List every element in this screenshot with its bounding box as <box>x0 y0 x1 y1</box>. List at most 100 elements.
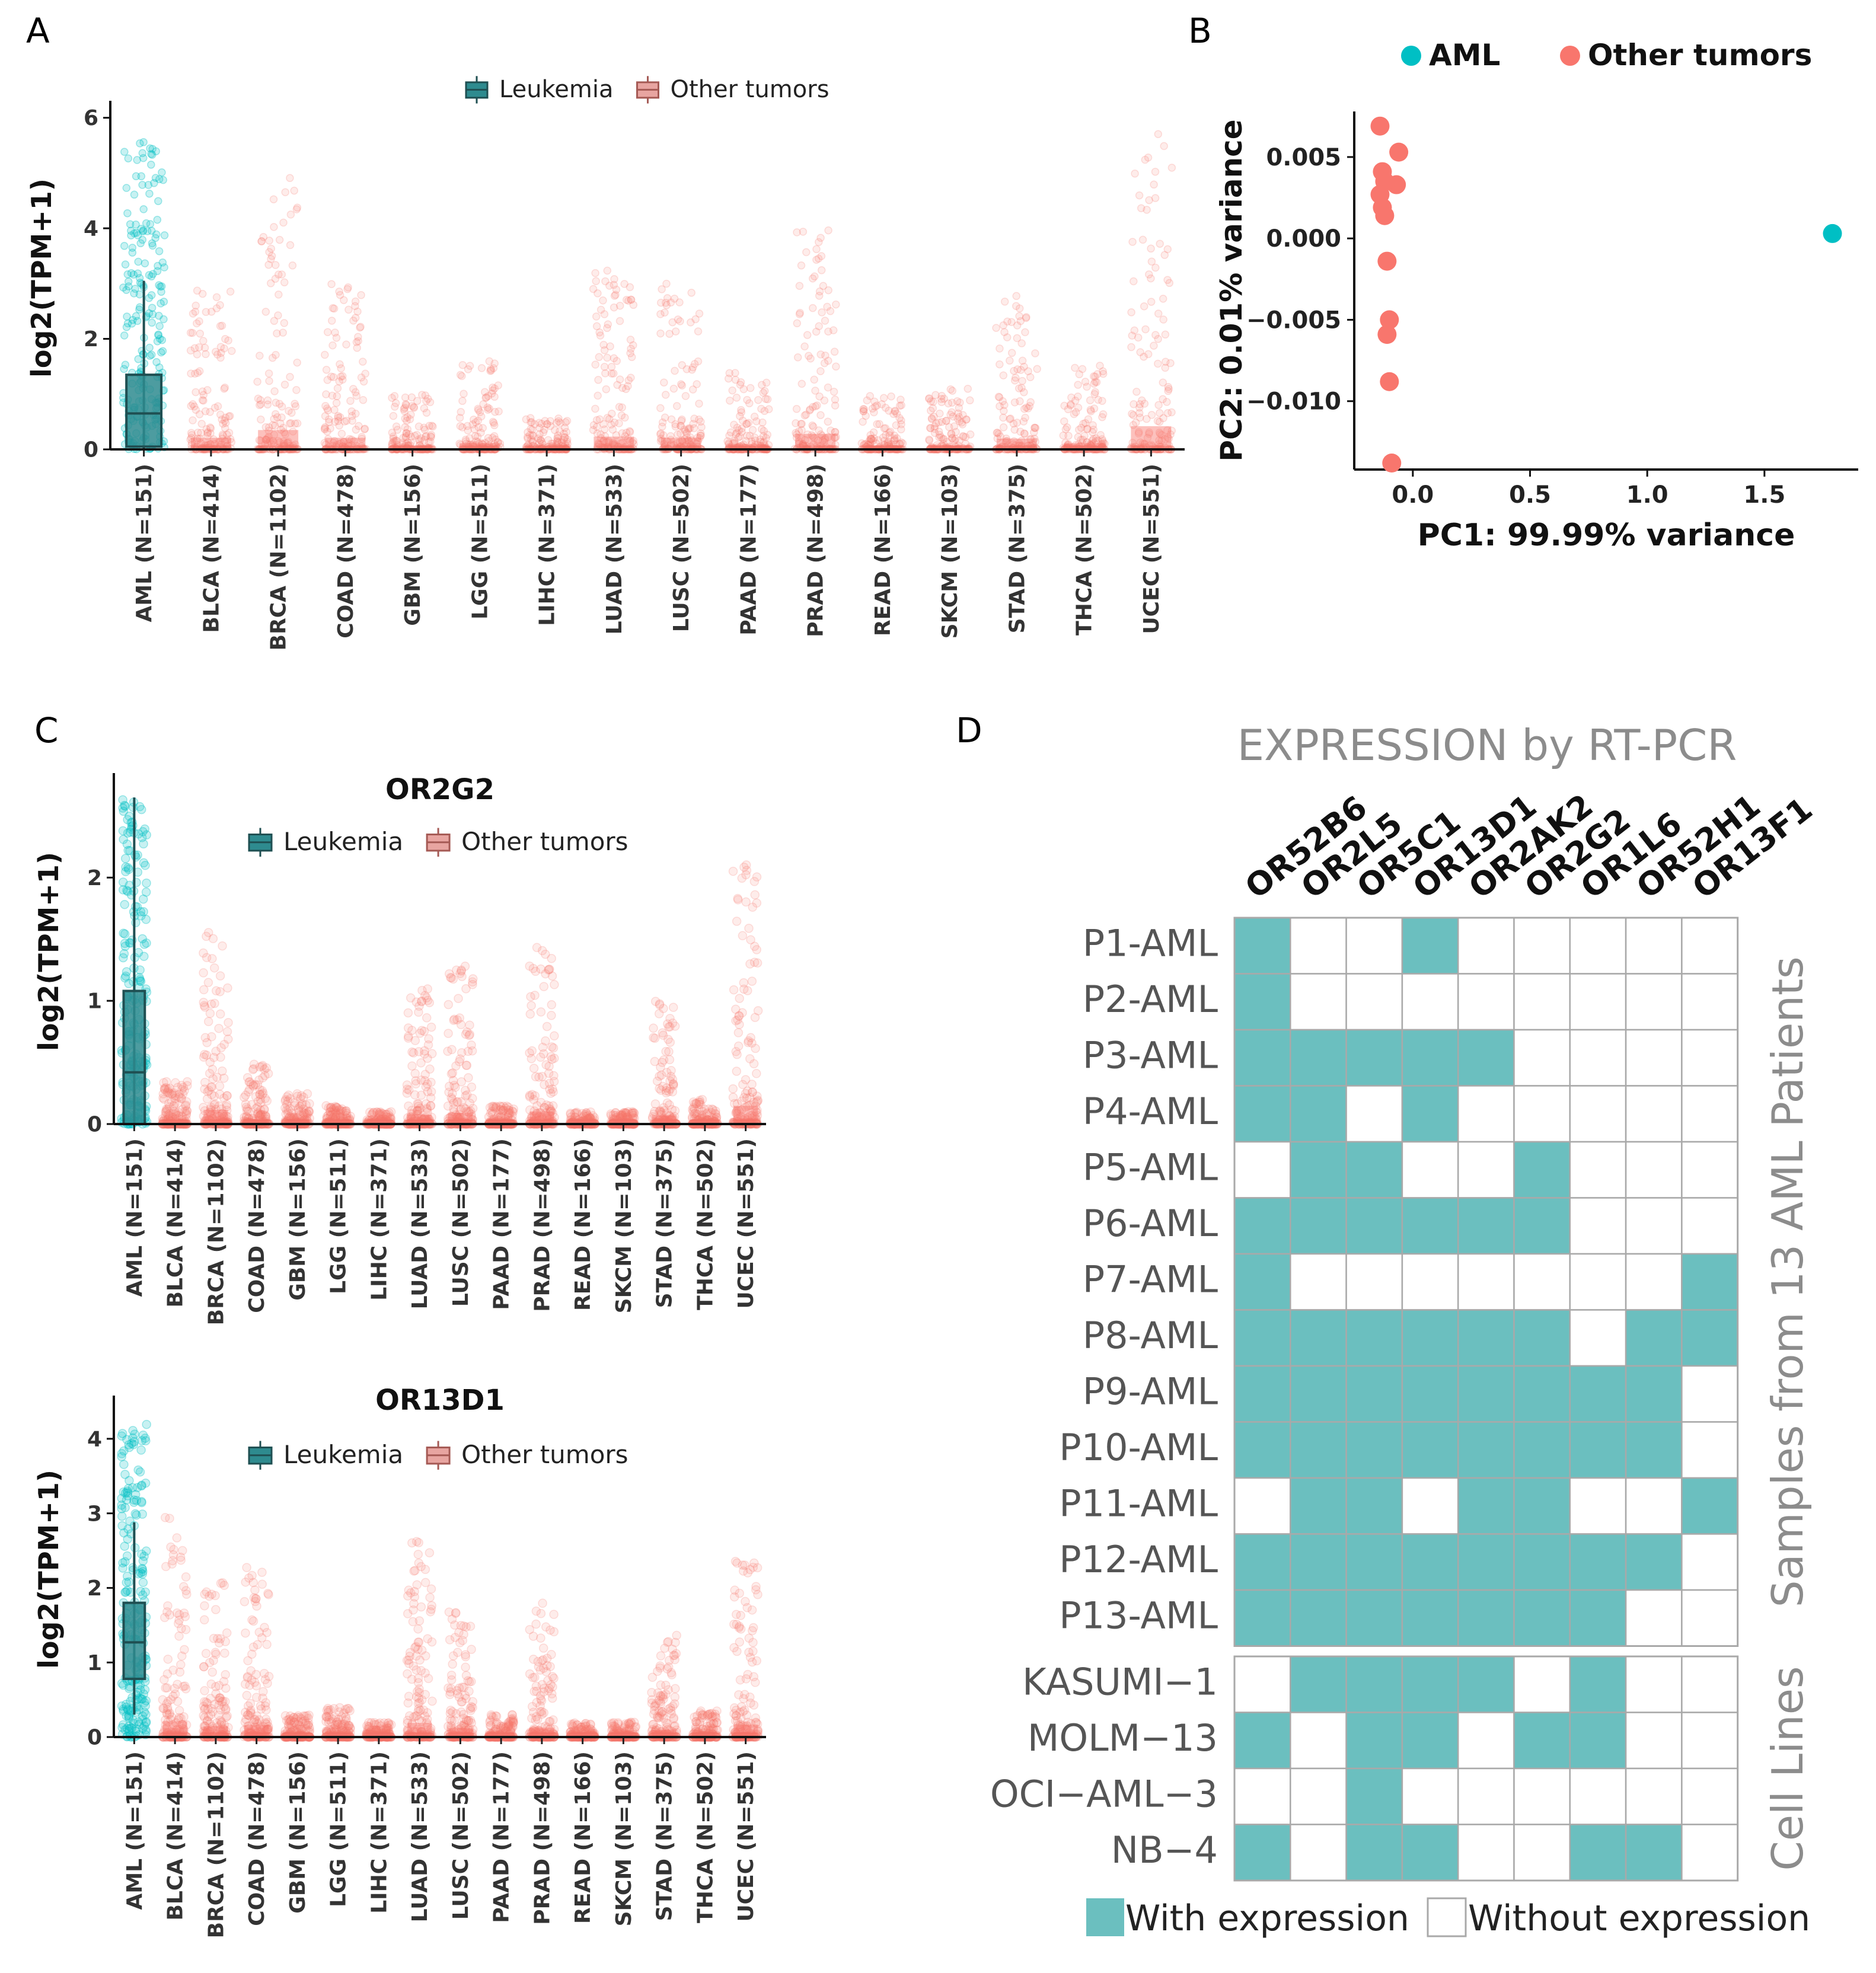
jitter-point <box>138 181 146 189</box>
jitter-point <box>425 998 435 1007</box>
jitter-point <box>151 174 160 182</box>
jitter-point <box>139 227 147 236</box>
jitter-point <box>1012 373 1020 382</box>
jitter-point <box>147 350 156 359</box>
jitter-point <box>594 391 602 400</box>
scatter-point-other <box>1375 206 1395 225</box>
jitter-point <box>190 344 199 352</box>
jitter-point <box>671 366 679 375</box>
jitter-point <box>1164 383 1173 391</box>
tumor-density-band <box>1131 426 1172 449</box>
jitter-point <box>454 994 463 1003</box>
jitter-point <box>136 239 145 248</box>
jitter-point <box>527 418 536 426</box>
jitter-point <box>815 287 824 296</box>
jitter-point <box>595 353 604 362</box>
jitter-point <box>821 351 829 360</box>
jitter-point <box>207 1090 216 1100</box>
x-tick-label: PRAD (N=498) <box>804 464 828 637</box>
jitter-point <box>160 263 168 272</box>
jitter-point <box>591 360 599 369</box>
jitter-point <box>321 401 330 410</box>
jitter-point <box>1067 400 1075 408</box>
jitter-point <box>147 226 156 235</box>
jitter-point <box>958 418 966 427</box>
jitter-point <box>424 1034 433 1044</box>
jitter-point <box>460 962 470 971</box>
jitter-point <box>1059 431 1068 440</box>
jitter-point <box>1154 309 1163 318</box>
x-tick-label: SKCM (N=103) <box>612 1138 636 1313</box>
jitter-point <box>288 408 296 417</box>
jitter-point <box>330 304 339 313</box>
jitter-point <box>591 404 599 413</box>
jitter-point <box>206 408 214 416</box>
tumor-density-band <box>594 436 634 449</box>
jitter-point <box>137 172 146 181</box>
jitter-point <box>1154 335 1162 343</box>
x-tick-label: LUSC (N=502) <box>669 464 694 632</box>
tumor-density-band <box>996 438 1037 449</box>
jitter-point <box>192 406 200 414</box>
y-tick-label: −0.005 <box>1246 307 1341 334</box>
tumor-density-band <box>529 1111 554 1124</box>
x-tick-label: COAD (N=478) <box>334 464 358 638</box>
jitter-point <box>539 982 549 991</box>
jitter-point <box>268 353 277 362</box>
jitter-point <box>813 401 821 410</box>
jitter-point <box>225 429 234 437</box>
x-tick-label: LIHC (N=371) <box>535 464 560 626</box>
jitter-point <box>255 1090 265 1100</box>
jitter-point <box>465 1030 475 1039</box>
jitter-point <box>399 433 407 442</box>
jitter-point <box>199 997 209 1007</box>
jitter-point <box>210 998 219 1008</box>
jitter-point <box>218 321 226 330</box>
jitter-point <box>288 261 297 270</box>
jitter-point <box>120 365 128 373</box>
jitter-point <box>661 391 670 399</box>
jitter-point <box>536 1007 546 1017</box>
jitter-point <box>550 1053 559 1063</box>
jitter-point <box>257 415 265 424</box>
x-tick-label: 0.5 <box>1509 481 1551 509</box>
jitter-point <box>649 1023 658 1033</box>
jitter-point <box>139 839 148 849</box>
jitter-point <box>732 394 741 402</box>
jitter-point <box>425 1064 435 1074</box>
jitter-point <box>270 317 279 325</box>
jitter-point <box>120 854 130 863</box>
jitter-point <box>746 384 755 392</box>
jitter-point <box>389 411 398 420</box>
jitter-point <box>751 436 760 445</box>
jitter-point <box>611 290 620 299</box>
jitter-point <box>148 239 157 248</box>
x-tick-label: THCA (N=502) <box>1073 464 1097 636</box>
jitter-point <box>148 151 157 159</box>
jitter-point <box>458 372 466 381</box>
jitter-point <box>154 197 162 205</box>
jitter-point <box>256 396 264 404</box>
jitter-point <box>127 226 135 235</box>
jitter-point <box>1151 263 1160 272</box>
jitter-point <box>262 1096 272 1106</box>
jitter-point <box>690 414 698 423</box>
jitter-point <box>427 422 436 430</box>
jitter-point <box>662 279 671 288</box>
jitter-point <box>267 244 276 253</box>
jitter-point <box>443 1101 453 1111</box>
jitter-point <box>728 386 736 395</box>
jitter-point <box>926 424 935 433</box>
jitter-point <box>1128 238 1137 246</box>
jitter-point <box>1015 304 1024 312</box>
jitter-point <box>404 1101 413 1111</box>
jitter-point <box>135 274 144 282</box>
jitter-point <box>963 385 972 393</box>
jitter-point <box>1020 362 1028 371</box>
jitter-point <box>624 376 633 385</box>
jitter-point <box>321 350 329 359</box>
jitter-point <box>1159 315 1167 324</box>
jitter-point <box>192 388 200 397</box>
jitter-point <box>816 411 825 419</box>
jitter-point <box>202 953 212 962</box>
